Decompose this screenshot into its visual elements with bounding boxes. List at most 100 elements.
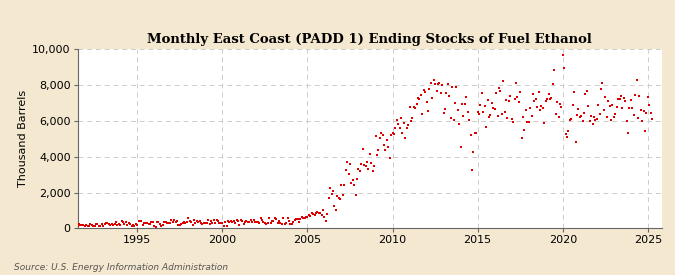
Point	[178, 221, 188, 225]
Point	[111, 220, 122, 224]
Point	[67, 224, 78, 228]
Point	[359, 163, 370, 167]
Point	[400, 136, 410, 140]
Point	[537, 106, 548, 110]
Point	[622, 131, 633, 135]
Point	[133, 219, 144, 223]
Point	[218, 223, 229, 228]
Point	[471, 131, 482, 135]
Point	[304, 213, 315, 218]
Point	[166, 218, 177, 222]
Point	[200, 220, 211, 225]
Point	[590, 118, 601, 122]
Point	[460, 102, 470, 106]
Point	[446, 116, 456, 120]
Point	[425, 81, 436, 86]
Point	[273, 219, 284, 223]
Point	[335, 197, 346, 202]
Point	[599, 108, 610, 112]
Point	[313, 211, 324, 216]
Point	[163, 220, 173, 225]
Point	[578, 111, 589, 115]
Point	[640, 129, 651, 134]
Point	[586, 114, 597, 119]
Point	[225, 218, 236, 223]
Point	[268, 219, 279, 223]
Point	[489, 107, 500, 111]
Point	[342, 160, 352, 164]
Point	[250, 219, 261, 224]
Point	[595, 86, 606, 91]
Point	[526, 114, 537, 118]
Point	[597, 81, 608, 86]
Point	[256, 217, 267, 222]
Point	[479, 104, 490, 109]
Point	[134, 219, 145, 224]
Point	[366, 161, 377, 165]
Point	[644, 103, 655, 108]
Point	[558, 53, 568, 57]
Point	[474, 111, 485, 116]
Point	[217, 221, 227, 225]
Point	[454, 122, 464, 126]
Point	[581, 89, 592, 94]
Point	[387, 131, 398, 135]
Point	[362, 160, 373, 164]
Point	[183, 216, 194, 221]
Point	[518, 115, 529, 119]
Point	[329, 203, 340, 208]
Point	[234, 223, 245, 228]
Point	[279, 222, 290, 226]
Point	[211, 218, 222, 222]
Point	[519, 128, 530, 132]
Point	[309, 213, 320, 217]
Point	[469, 131, 480, 135]
Point	[74, 222, 84, 226]
Point	[285, 221, 296, 226]
Point	[315, 210, 325, 215]
Point	[556, 105, 567, 109]
Point	[465, 132, 476, 137]
Point	[451, 84, 462, 89]
Point	[306, 211, 317, 215]
Point	[101, 221, 111, 226]
Point	[613, 97, 624, 101]
Point	[512, 95, 522, 99]
Point	[580, 91, 591, 96]
Point	[102, 221, 113, 226]
Point	[524, 105, 535, 110]
Point	[610, 111, 620, 116]
Point	[379, 143, 389, 147]
Point	[458, 114, 469, 118]
Point	[354, 169, 365, 173]
Point	[184, 218, 195, 223]
Point	[352, 177, 362, 181]
Point	[237, 219, 248, 223]
Point	[601, 115, 612, 120]
Point	[477, 91, 487, 95]
Point	[278, 216, 289, 220]
Point	[113, 222, 124, 227]
Point	[497, 79, 508, 83]
Point	[408, 105, 419, 109]
Point	[214, 221, 225, 226]
Point	[618, 96, 629, 101]
Point	[207, 221, 218, 225]
Point	[310, 210, 321, 215]
Point	[376, 131, 387, 135]
Point	[464, 118, 475, 122]
Point	[550, 111, 561, 116]
Point	[509, 97, 520, 101]
Point	[129, 224, 140, 228]
Point	[430, 82, 441, 86]
Point	[224, 220, 235, 225]
Point	[515, 89, 526, 94]
Point	[170, 219, 181, 224]
Point	[194, 219, 205, 224]
Point	[251, 220, 262, 224]
Point	[539, 120, 549, 125]
Point	[92, 222, 103, 226]
Point	[272, 220, 283, 225]
Point	[105, 223, 115, 228]
Point	[336, 183, 347, 187]
